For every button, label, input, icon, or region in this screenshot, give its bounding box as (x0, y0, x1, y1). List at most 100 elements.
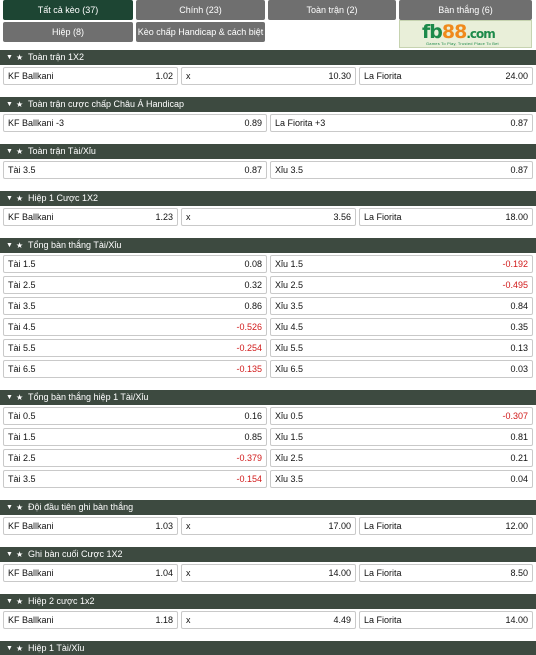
section-header[interactable]: ▼ ★ Toàn trận Tài/Xỉu (0, 144, 536, 159)
star-icon[interactable]: ★ (16, 194, 24, 203)
section-header[interactable]: ▼ ★ Hiệp 1 Cược 1X2 (0, 191, 536, 206)
odds-cell[interactable]: La Fiorita +3 0.87 (270, 114, 533, 132)
odds-row: KF Ballkani 1.03 x 17.00 La Fiorita 12.00 (0, 517, 536, 536)
odds-cell[interactable]: Xỉu 1.5 -0.192 (270, 255, 533, 273)
chevron-down-icon[interactable]: ▼ (6, 645, 13, 652)
odds-cell[interactable]: Xỉu 3.5 0.04 (270, 470, 533, 488)
odds-cell[interactable]: Tài 1.5 0.85 (3, 428, 267, 446)
odds-cell[interactable]: x 17.00 (181, 517, 356, 535)
odds-cell[interactable]: Tài 1.5 0.08 (3, 255, 267, 273)
selection-label: Xỉu 1.5 (275, 259, 304, 269)
tab-full-match[interactable]: Toàn trận (2) (268, 0, 396, 20)
chevron-down-icon[interactable]: ▼ (6, 101, 13, 108)
odds-cell[interactable]: Xỉu 0.5 -0.307 (270, 407, 533, 425)
odds-cell[interactable]: KF Ballkani -3 0.89 (3, 114, 267, 132)
chevron-down-icon[interactable]: ▼ (6, 394, 13, 401)
market-section: ▼ ★ Hiệp 1 Cược 1X2 KF Ballkani 1.23 x 3.56 La … (0, 191, 536, 227)
star-icon[interactable]: ★ (16, 53, 24, 62)
odds-value: -0.254 (236, 343, 262, 353)
odds-value: -0.154 (236, 474, 262, 484)
odds-cell[interactable]: KF Ballkani 1.02 (3, 67, 178, 85)
star-icon[interactable]: ★ (16, 100, 24, 109)
odds-cell[interactable]: Xỉu 4.5 0.35 (270, 318, 533, 336)
selection-label: x (186, 71, 191, 81)
section-header[interactable]: ▼ ★ Đội đầu tiên ghi bàn thắng (0, 500, 536, 515)
odds-cell[interactable]: Xỉu 5.5 0.13 (270, 339, 533, 357)
selection-label: Xỉu 5.5 (275, 343, 304, 353)
odds-cell[interactable]: Tài 5.5 -0.254 (3, 339, 267, 357)
odds-cell[interactable]: Xỉu 2.5 -0.495 (270, 276, 533, 294)
odds-row: Tài 3.5 -0.154 Xỉu 3.5 0.04 (0, 470, 536, 489)
odds-value: 14.00 (328, 568, 351, 578)
star-icon[interactable]: ★ (16, 644, 24, 653)
chevron-down-icon[interactable]: ▼ (6, 551, 13, 558)
section-header[interactable]: ▼ ★ Hiệp 1 Tài/Xỉu (0, 641, 536, 655)
chevron-down-icon[interactable]: ▼ (6, 54, 13, 61)
chevron-down-icon[interactable]: ▼ (6, 195, 13, 202)
chevron-down-icon[interactable]: ▼ (6, 148, 13, 155)
odds-cell[interactable]: Tài 2.5 -0.379 (3, 449, 267, 467)
star-icon[interactable]: ★ (16, 393, 24, 402)
odds-cell[interactable]: KF Ballkani 1.23 (3, 208, 178, 226)
section-header[interactable]: ▼ ★ Tổng bàn thắng Tài/Xỉu (0, 238, 536, 253)
odds-cell[interactable]: x 14.00 (181, 564, 356, 582)
odds-value: 0.13 (510, 343, 528, 353)
section-title: Ghi bàn cuối Cược 1X2 (28, 549, 123, 559)
section-title: Tổng bàn thắng Tài/Xỉu (28, 240, 122, 250)
odds-cell[interactable]: x 10.30 (181, 67, 356, 85)
odds-cell[interactable]: Xỉu 3.5 0.84 (270, 297, 533, 315)
tab-handicap[interactable]: Kèo chấp Handicap & cách biệt (1) (136, 22, 265, 57)
chevron-down-icon[interactable]: ▼ (6, 598, 13, 605)
odds-cell[interactable]: Xỉu 3.5 0.87 (270, 161, 533, 179)
odds-cell[interactable]: La Fiorita 12.00 (359, 517, 533, 535)
odds-cell[interactable]: x 4.49 (181, 611, 356, 629)
odds-cell[interactable]: La Fiorita 24.00 (359, 67, 533, 85)
star-icon[interactable]: ★ (16, 147, 24, 156)
odds-cell[interactable]: Tài 6.5 -0.135 (3, 360, 267, 378)
odds-cell[interactable]: KF Ballkani 1.03 (3, 517, 178, 535)
odds-cell[interactable]: Xỉu 1.5 0.81 (270, 428, 533, 446)
chevron-down-icon[interactable]: ▼ (6, 504, 13, 511)
odds-cell[interactable]: x 3.56 (181, 208, 356, 226)
odds-cell[interactable]: Tài 3.5 0.87 (3, 161, 267, 179)
selection-label: x (186, 615, 191, 625)
market-section: ▼ ★ Tổng bàn thắng Tài/Xỉu Tài 1.5 0.08 Xỉu 1… (0, 238, 536, 379)
section-title: Hiệp 2 cược 1x2 (28, 596, 95, 606)
section-header[interactable]: ▼ ★ Toàn trận 1X2 (0, 50, 536, 65)
star-icon[interactable]: ★ (16, 503, 24, 512)
chevron-down-icon[interactable]: ▼ (6, 242, 13, 249)
odds-cell[interactable]: KF Ballkani 1.04 (3, 564, 178, 582)
section-title: Hiệp 1 Tài/Xỉu (28, 643, 85, 653)
odds-cell[interactable]: La Fiorita 18.00 (359, 208, 533, 226)
selection-label: Xỉu 3.5 (275, 301, 304, 311)
odds-cell[interactable]: Tài 4.5 -0.526 (3, 318, 267, 336)
odds-row: Tài 2.5 0.32 Xỉu 2.5 -0.495 (0, 276, 536, 295)
odds-cell[interactable]: KF Ballkani 1.18 (3, 611, 178, 629)
star-icon[interactable]: ★ (16, 550, 24, 559)
tab-halves[interactable]: Hiệp (8) (3, 22, 133, 42)
odds-cell[interactable]: Xỉu 6.5 0.03 (270, 360, 533, 378)
tab-main[interactable]: Chính (23) (136, 0, 265, 20)
odds-value: 0.35 (510, 322, 528, 332)
odds-value: 0.03 (510, 364, 528, 374)
odds-value: 0.86 (244, 301, 262, 311)
odds-cell[interactable]: Tài 3.5 0.86 (3, 297, 267, 315)
odds-cell[interactable]: Xỉu 2.5 0.21 (270, 449, 533, 467)
odds-cell[interactable]: Tài 0.5 0.16 (3, 407, 267, 425)
odds-cell[interactable]: La Fiorita 8.50 (359, 564, 533, 582)
tab-all-markets[interactable]: Tất cả kèo (37) (3, 0, 133, 20)
odds-cell[interactable]: Tài 2.5 0.32 (3, 276, 267, 294)
section-header[interactable]: ▼ ★ Ghi bàn cuối Cược 1X2 (0, 547, 536, 562)
tab-goals[interactable]: Bàn thắng (6) (399, 0, 532, 20)
section-header[interactable]: ▼ ★ Tổng bàn thắng hiệp 1 Tài/Xỉu (0, 390, 536, 405)
section-header[interactable]: ▼ ★ Toàn trận cược chấp Châu Á Handicap (0, 97, 536, 112)
star-icon[interactable]: ★ (16, 597, 24, 606)
odds-value: 0.08 (244, 259, 262, 269)
odds-cell[interactable]: La Fiorita 14.00 (359, 611, 533, 629)
star-icon[interactable]: ★ (16, 241, 24, 250)
selection-label: Tài 1.5 (8, 259, 36, 269)
selection-label: Tài 0.5 (8, 411, 36, 421)
odds-cell[interactable]: Tài 3.5 -0.154 (3, 470, 267, 488)
section-header[interactable]: ▼ ★ Hiệp 2 cược 1x2 (0, 594, 536, 609)
odds-value: 0.84 (510, 301, 528, 311)
